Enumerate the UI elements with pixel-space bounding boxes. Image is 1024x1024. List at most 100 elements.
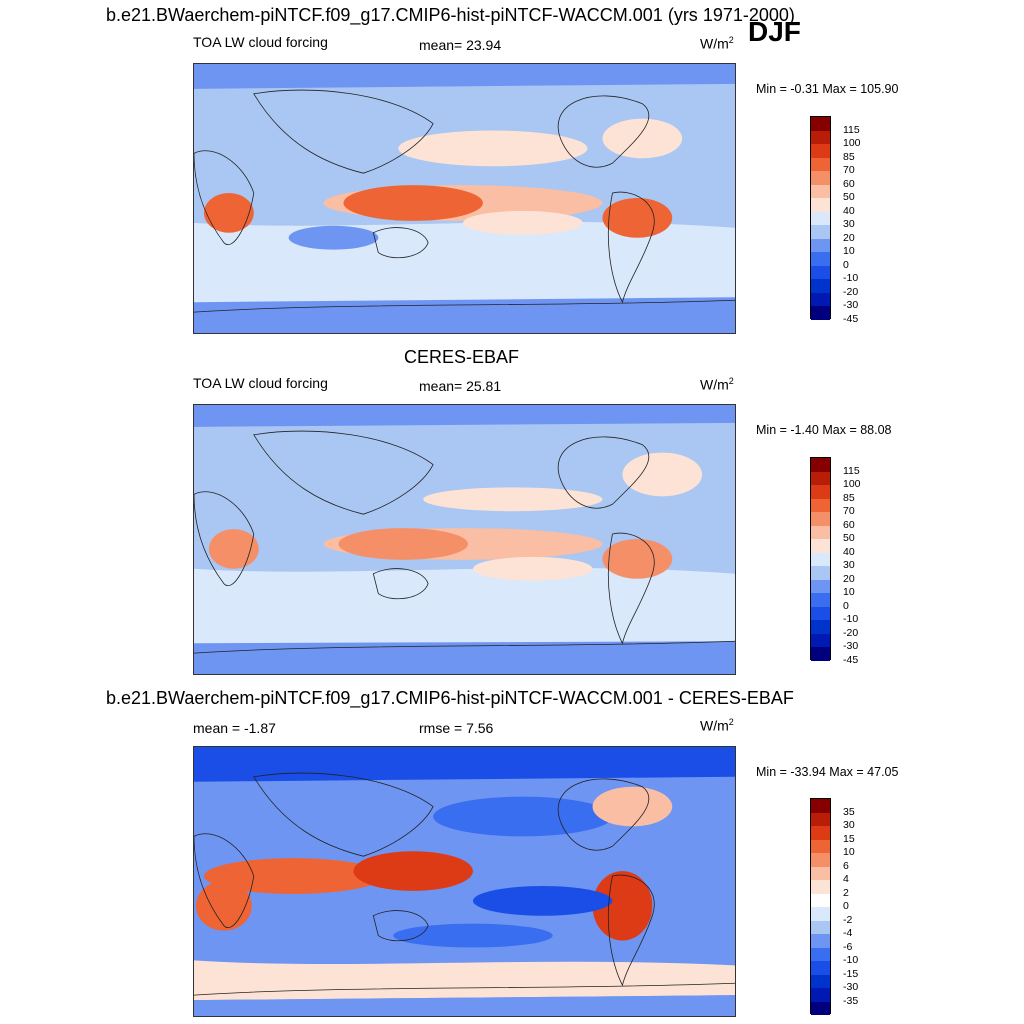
south-america-warm xyxy=(602,539,673,579)
colorbar-swatch xyxy=(811,512,830,526)
north-atlantic-warm xyxy=(602,118,683,159)
colorbar-swatch xyxy=(811,458,830,472)
africa-warm xyxy=(208,529,259,569)
light-band xyxy=(194,567,735,649)
colorbar-level-label: -30 xyxy=(843,640,859,652)
southern-cool-band xyxy=(194,995,735,1016)
colorbar-swatch xyxy=(811,961,830,975)
colorbar-swatch xyxy=(811,974,830,988)
panel-2-mean-label: mean= 25.81 xyxy=(419,378,502,394)
spcz-warm xyxy=(463,210,583,235)
colorbar-level-label: 85 xyxy=(843,150,855,163)
colorbar-swatch xyxy=(811,238,830,252)
south-pacific-cool xyxy=(393,923,553,948)
colorbar-level-label: -2 xyxy=(843,913,853,926)
colorbar-level-label: 50 xyxy=(843,532,855,544)
colorbar-level-label: 40 xyxy=(843,204,855,217)
colorbar-level-label: 20 xyxy=(843,572,855,585)
colorbar-swatch xyxy=(811,647,830,661)
panel-1-colorbar-box xyxy=(810,116,831,320)
colorbar-level-label: 10 xyxy=(843,245,855,257)
panel-2-map-svg xyxy=(194,405,735,674)
colorbar-level-label: -30 xyxy=(843,981,859,993)
continent-outlines xyxy=(194,430,735,654)
colorbar-level-label: 6 xyxy=(843,859,849,872)
colorbar-level-label: -15 xyxy=(843,967,859,980)
panel-3-mean-label: mean = -1.87 xyxy=(193,720,276,736)
panel-3-minmax: Min = -33.94 Max = 47.05 xyxy=(756,765,899,779)
panel-1-title: b.e21.BWaerchem-piNTCF.f09_g17.CMIP6-his… xyxy=(106,5,795,25)
maritime-continent xyxy=(338,528,468,560)
colorbar-swatch xyxy=(811,306,830,320)
panel-3-units: W/m2 xyxy=(700,717,734,734)
colorbar-level-label: 4 xyxy=(843,873,849,885)
north-atlantic-warm xyxy=(592,786,673,827)
southern-band xyxy=(194,641,735,674)
polar-band xyxy=(194,405,735,427)
panel-3-title: b.e21.BWaerchem-piNTCF.f09_g17.CMIP6-his… xyxy=(106,688,794,708)
colorbar-swatch xyxy=(811,812,830,826)
colorbar-level-label: 70 xyxy=(843,505,855,517)
continent-outlines xyxy=(194,89,735,313)
colorbar-level-label: -10 xyxy=(843,272,859,284)
north-pacific-warm xyxy=(398,130,588,167)
colorbar-level-label: 60 xyxy=(843,177,855,190)
colorbar-swatch xyxy=(811,633,830,647)
colorbar-swatch xyxy=(811,826,830,840)
colorbar-swatch xyxy=(811,184,830,198)
colorbar-level-label: 100 xyxy=(843,137,861,149)
maritime-continent xyxy=(343,185,483,221)
north-pacific-warm xyxy=(423,487,603,512)
colorbar-swatch xyxy=(811,498,830,512)
colorbar-level-label: 85 xyxy=(843,491,855,504)
colorbar-level-label: 2 xyxy=(843,886,849,899)
colorbar-swatch xyxy=(811,893,830,907)
north-atlantic-warm xyxy=(622,452,703,497)
colorbar-swatch xyxy=(811,144,830,158)
colorbar-swatch xyxy=(811,292,830,306)
colorbar-swatch xyxy=(811,225,830,239)
colorbar-level-label: -45 xyxy=(843,653,859,666)
colorbar-swatch xyxy=(811,265,830,279)
panel-2-units: W/m2 xyxy=(700,376,734,393)
colorbar-level-label: 30 xyxy=(843,559,855,571)
colorbar-level-label: 115 xyxy=(843,123,860,136)
colorbar-swatch xyxy=(811,988,830,1002)
polar-band xyxy=(194,747,735,782)
colorbar-level-label: 40 xyxy=(843,545,855,558)
panel-2-map xyxy=(193,404,736,675)
colorbar-swatch xyxy=(811,117,830,131)
panel-3-rmse-label: rmse = 7.56 xyxy=(419,720,494,736)
colorbar-level-label: 50 xyxy=(843,191,855,203)
colorbar-swatch xyxy=(811,880,830,894)
colorbar-swatch xyxy=(811,130,830,144)
colorbar-swatch xyxy=(811,525,830,539)
panel-1-map xyxy=(193,63,736,334)
colorbar-swatch xyxy=(811,620,830,634)
panel-1-map-svg xyxy=(194,64,735,333)
south-america-warm xyxy=(592,871,653,941)
colorbar-swatch xyxy=(811,279,830,293)
colorbar-swatch xyxy=(811,471,830,485)
colorbar-swatch xyxy=(811,853,830,867)
polar-band xyxy=(194,64,735,89)
panel-2-variable-label: TOA LW cloud forcing xyxy=(193,375,328,391)
panel-2-title: CERES-EBAF xyxy=(404,347,520,367)
panel-1-units: W/m2 xyxy=(700,35,734,52)
colorbar-swatch xyxy=(811,539,830,553)
colorbar-swatch xyxy=(811,157,830,171)
colorbar-swatch xyxy=(811,1001,830,1015)
colorbar-swatch xyxy=(811,934,830,948)
colorbar-level-label: -20 xyxy=(843,626,859,639)
panel-2-colorbar-box xyxy=(810,457,831,661)
colorbar-swatch xyxy=(811,839,830,853)
colorbar-level-label: -20 xyxy=(843,285,859,298)
colorbar-swatch xyxy=(811,198,830,212)
colorbar-level-label: 10 xyxy=(843,586,855,598)
indian-ocean-warm xyxy=(203,858,384,894)
colorbar-swatch xyxy=(811,799,830,813)
colorbar-swatch xyxy=(811,606,830,620)
colorbar-swatch xyxy=(811,907,830,921)
colorbar-level-label: 30 xyxy=(843,819,855,831)
colorbar-level-label: 10 xyxy=(843,846,855,858)
